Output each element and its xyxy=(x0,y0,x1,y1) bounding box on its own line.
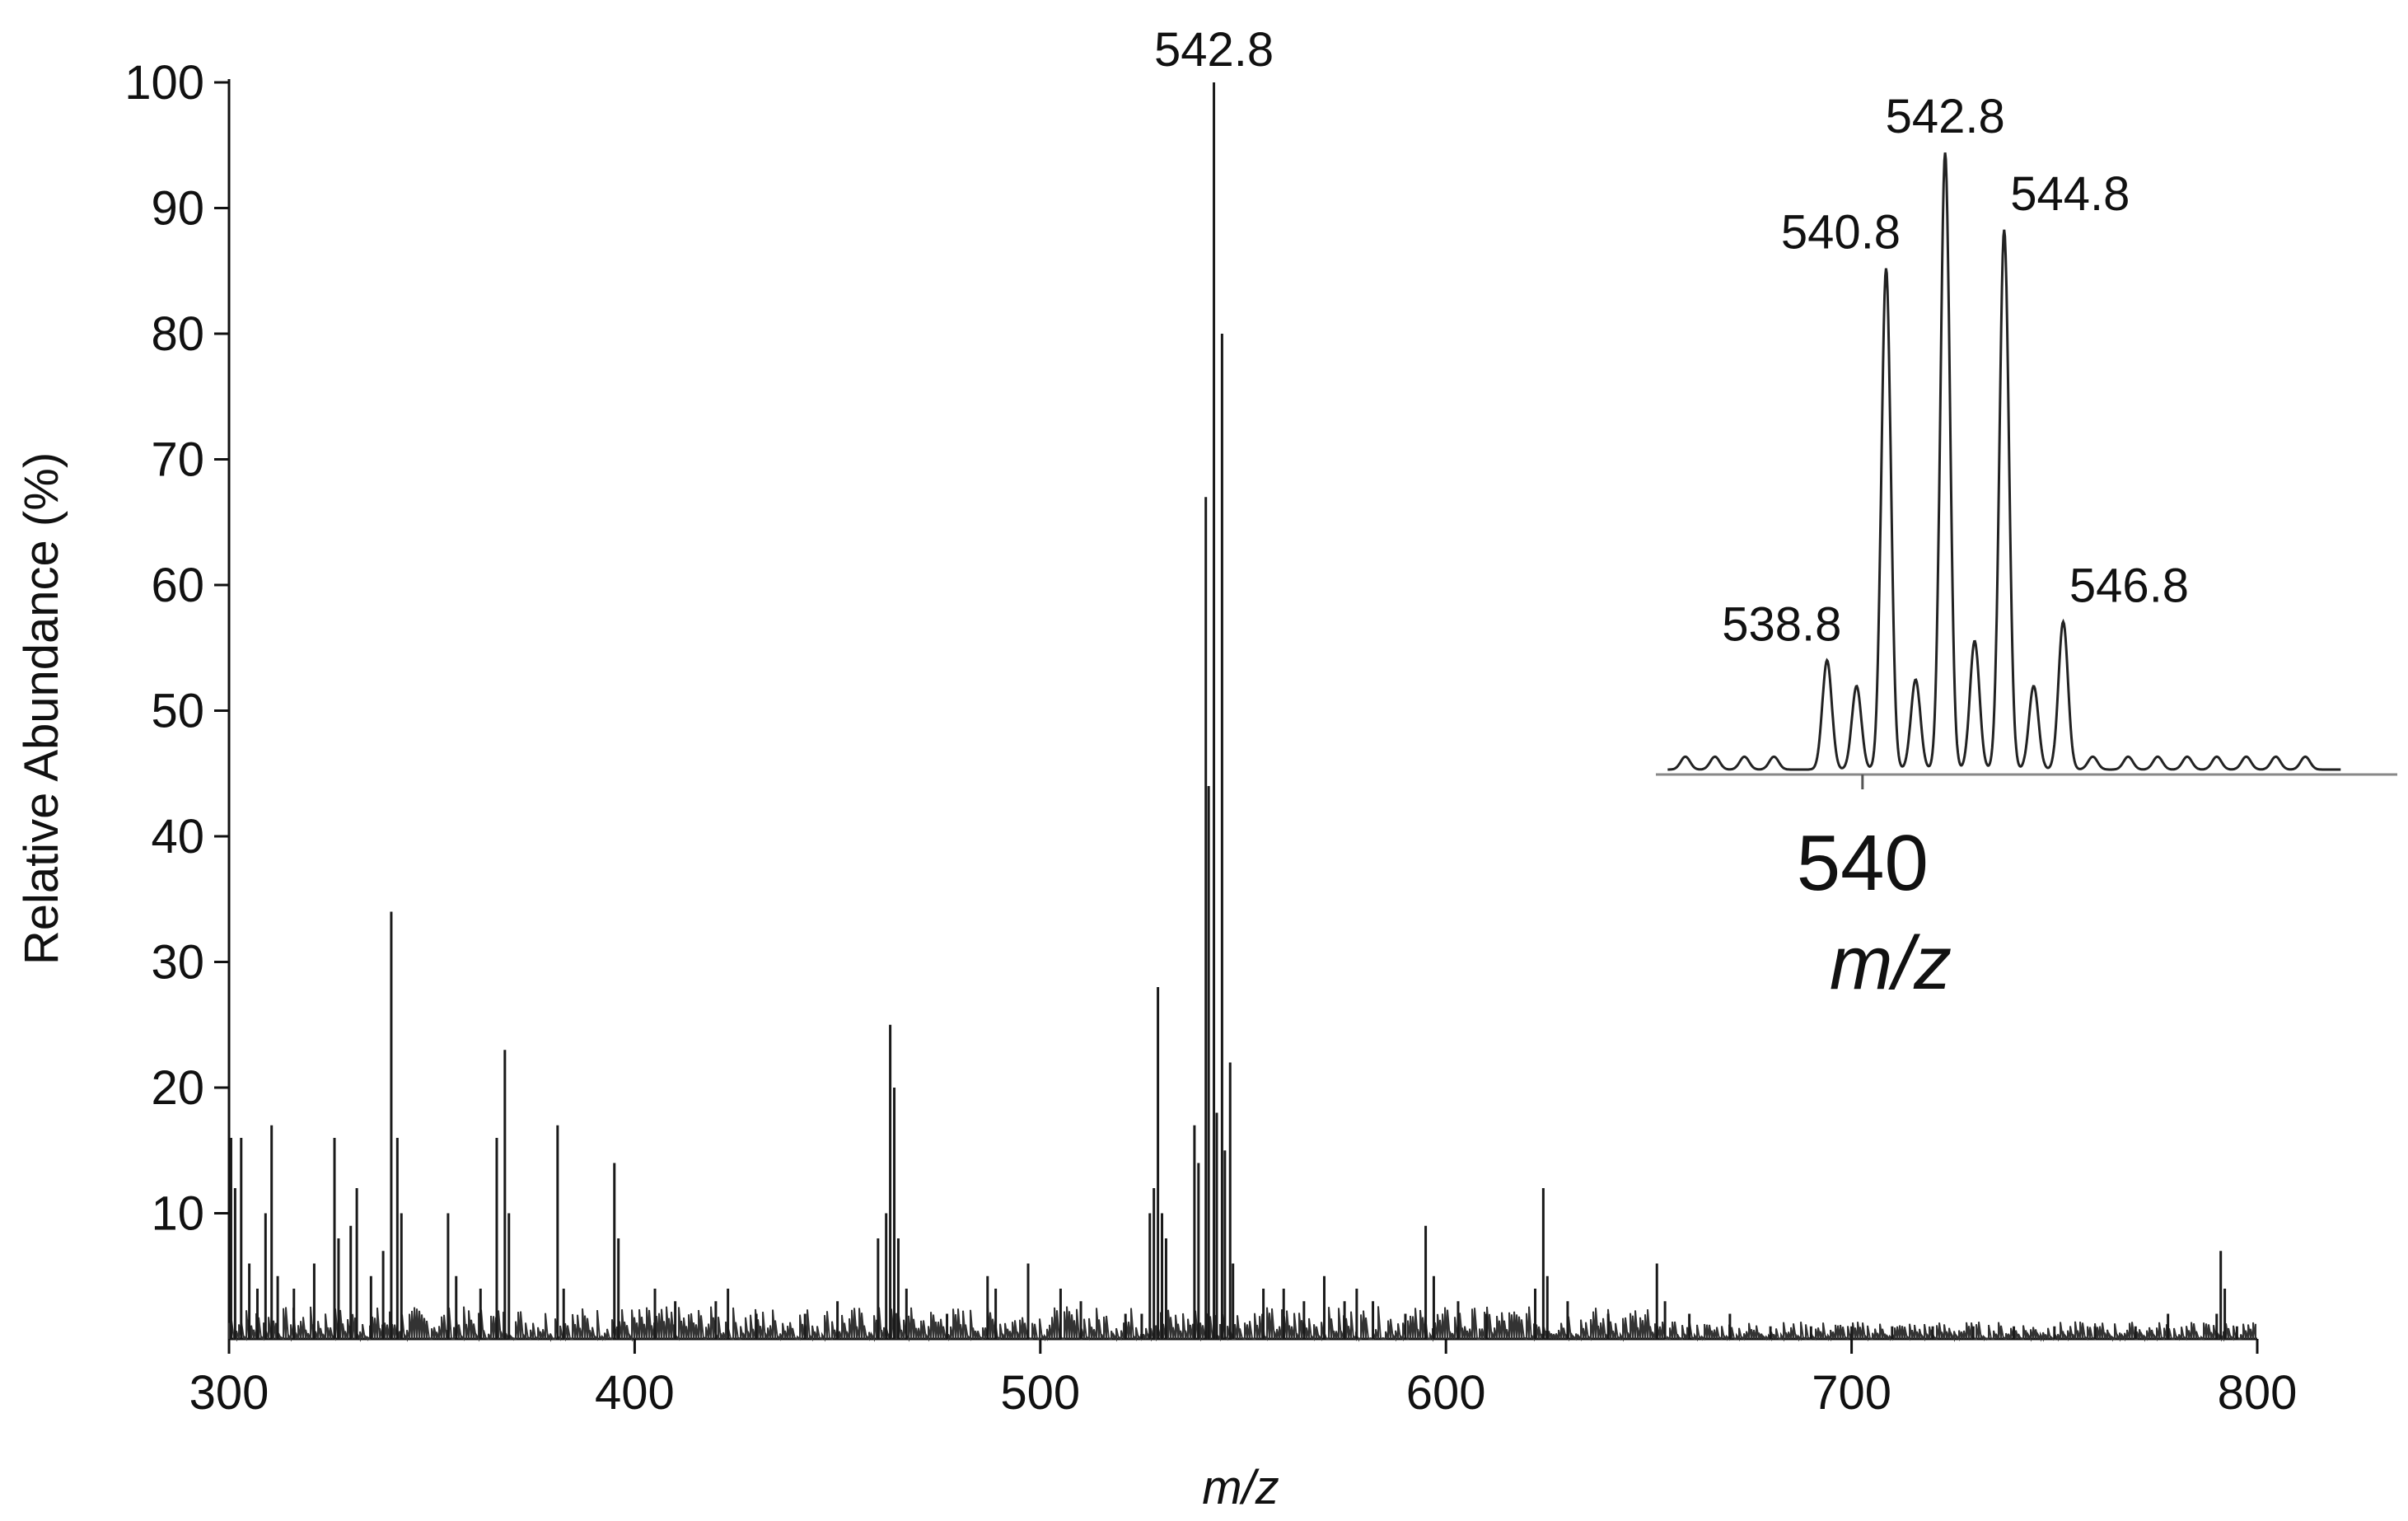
y-tick-label: 30 xyxy=(151,936,204,990)
inset-peak-label: 546.8 xyxy=(2069,559,2189,613)
x-axis-title: m/z xyxy=(1202,1461,1279,1514)
inset-axis: 540 xyxy=(1656,773,2397,907)
y-tick-label: 10 xyxy=(151,1187,204,1241)
y-tick-label: 20 xyxy=(151,1061,204,1115)
main-axes xyxy=(227,79,2257,1341)
y-tick-label: 80 xyxy=(151,307,204,361)
inset-peak-label: 540.8 xyxy=(1781,206,1901,260)
inset-trace xyxy=(1667,152,2341,771)
inset-x-tick-label: 540 xyxy=(1797,819,1929,907)
y-tick-label: 50 xyxy=(151,685,204,738)
x-tick-label: 500 xyxy=(1000,1366,1080,1420)
x-tick-label: 800 xyxy=(2218,1366,2298,1420)
main-ticks: 10 20 30 40 50 60 70 80 90 100 300 400 500 600 700 800 xyxy=(124,56,2297,1420)
main-annotations: 542.8 xyxy=(1154,23,1274,77)
x-tick-label: 400 xyxy=(595,1366,675,1420)
x-tick-label: 300 xyxy=(189,1366,269,1420)
y-tick-label: 100 xyxy=(124,56,204,110)
x-tick-label: 700 xyxy=(1812,1366,1891,1420)
y-tick-label: 40 xyxy=(151,810,204,863)
peak-label: 542.8 xyxy=(1154,23,1274,77)
inset-peak-label: 542.8 xyxy=(1886,90,2005,143)
x-tick-label: 600 xyxy=(1406,1366,1486,1420)
y-tick-label: 90 xyxy=(151,182,204,236)
baseline-noise xyxy=(228,1306,2256,1342)
y-axis-title: Relative Abundance (%) xyxy=(15,452,68,965)
y-tick-label: 60 xyxy=(151,559,204,612)
inset-peak-label: 544.8 xyxy=(2010,167,2130,221)
y-tick-label: 70 xyxy=(151,433,204,487)
inset-x-axis-title: m/z xyxy=(1830,921,1952,1005)
inset-peak-label: 538.8 xyxy=(1722,597,1841,651)
main-peaks xyxy=(228,82,2256,1342)
